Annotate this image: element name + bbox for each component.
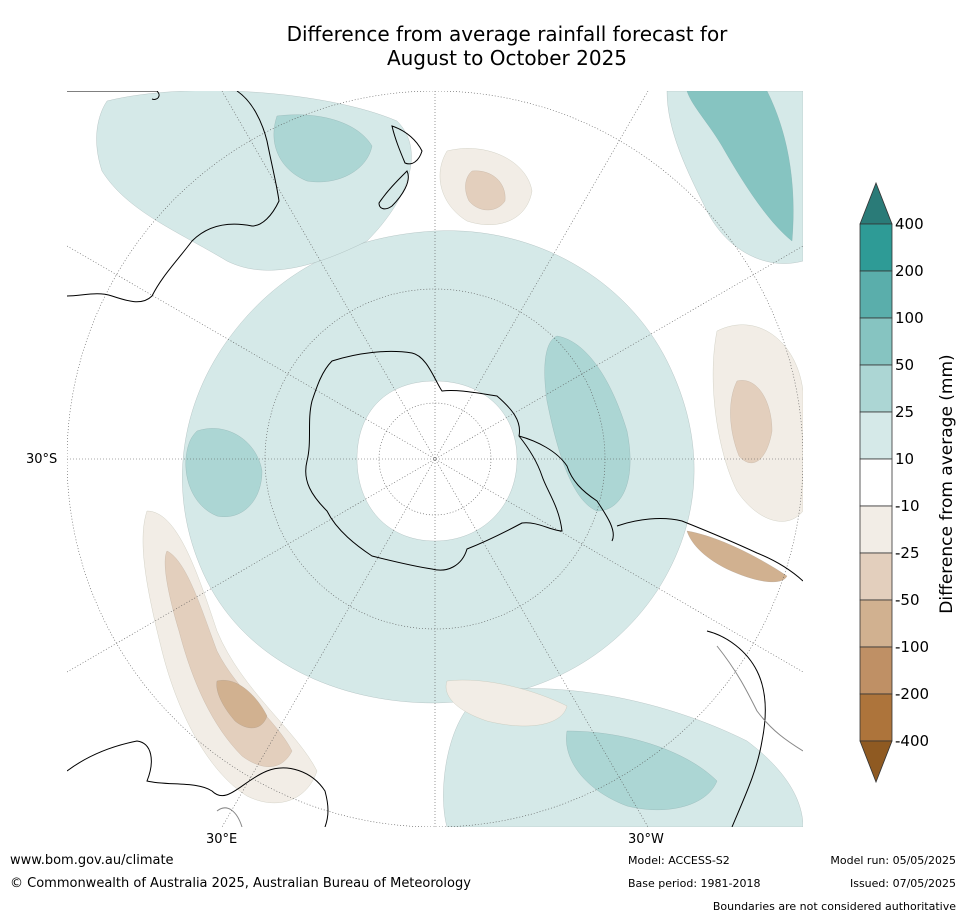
anomaly-dry-southatlantic: [445, 679, 568, 727]
colorbar-tick-label: 25: [895, 403, 914, 421]
footer-model: Model: ACCESS-S2: [628, 854, 730, 867]
africa-tip: [67, 740, 329, 827]
lat-label-30s: 30°S: [26, 452, 58, 467]
antarctic-peninsula: [518, 435, 614, 542]
footer-copyright: © Commonwealth of Australia 2025, Austra…: [10, 876, 471, 891]
colorbar-tick-label: 400: [895, 215, 924, 233]
colorbar-tick-label: 200: [895, 262, 924, 280]
anomaly-patch-nz-core: [273, 114, 373, 183]
colorbar-tick-label: -10: [895, 497, 920, 515]
anomaly-dry-eastpacific-core: [730, 380, 773, 464]
rainfall-map: [67, 91, 803, 827]
colorbar-tick-label: -50: [895, 591, 920, 609]
anomaly-patch-southam: [544, 335, 631, 512]
south-america-east: [706, 630, 766, 827]
lon-label-30e: 30°E: [206, 832, 238, 847]
colorbar-segment: [859, 317, 893, 366]
anomaly-dry-africa-peak: [216, 680, 268, 729]
new-zealand-south: [378, 170, 409, 210]
footer-issued: Issued: 07/05/2025: [849, 877, 956, 890]
colorbar-canvas: 400 200 100 50 25 10 -10 -25 -50 -100 -200 -400: [859, 181, 929, 784]
colorbar-segment: [859, 646, 893, 695]
footer-base-period: Base period: 1981-2018: [628, 877, 761, 890]
footer-url: www.bom.gov.au/climate: [10, 853, 174, 868]
south-america-tip: [616, 518, 803, 582]
title-line-1: Difference from average rainfall forecas…: [286, 22, 728, 46]
anomaly-patch-indian: [185, 428, 263, 517]
anomaly-patch-pacific-core: [686, 91, 794, 242]
colorbar-segment: [859, 270, 893, 319]
australia-outline: [67, 91, 280, 303]
footer-disclaimer: Boundaries are not considered authoritat…: [712, 900, 956, 913]
country-borders: [216, 645, 803, 827]
colorbar-segment: [859, 364, 893, 413]
title-line-2: August to October 2025: [386, 46, 628, 70]
colorbar-tick-label: 100: [895, 309, 924, 327]
new-zealand-north: [391, 125, 423, 165]
colorbar: 400 200 100 50 25 10 -10 -25 -50 -100 -200 -400: [850, 180, 965, 790]
footer-model-run: Model run: 05/05/2025: [830, 854, 956, 867]
colorbar-tick-label: -400: [895, 732, 929, 750]
colorbar-tick-label: -200: [895, 685, 929, 703]
map-canvas: [67, 91, 803, 827]
lon-label-30w: 30°W: [628, 832, 664, 847]
colorbar-segment: [859, 411, 893, 460]
graticule: [67, 91, 803, 827]
colorbar-segment: [859, 693, 893, 742]
anomaly-dry-chile: [686, 530, 788, 582]
colorbar-over-triangle: [859, 181, 893, 225]
colorbar-title: Difference from average (mm): [937, 354, 957, 614]
colorbar-tick-label: -25: [895, 544, 920, 562]
coastlines: [67, 91, 803, 827]
colorbar-tick-label: 50: [895, 356, 914, 374]
colorbar-under-triangle: [859, 740, 893, 784]
anomaly-dry-tasman-core: [465, 170, 506, 211]
colorbar-segment: [859, 505, 893, 554]
colorbar-segment: [859, 599, 893, 648]
colorbar-tick-label: 10: [895, 450, 914, 468]
colorbar-tick-label: -100: [895, 638, 929, 656]
colorbar-segment: [859, 458, 893, 507]
colorbar-segment: [859, 552, 893, 601]
colorbar-segment: [859, 223, 893, 272]
chart-title: Difference from average rainfall forecas…: [67, 22, 947, 70]
antarctica-outline: [305, 350, 563, 571]
